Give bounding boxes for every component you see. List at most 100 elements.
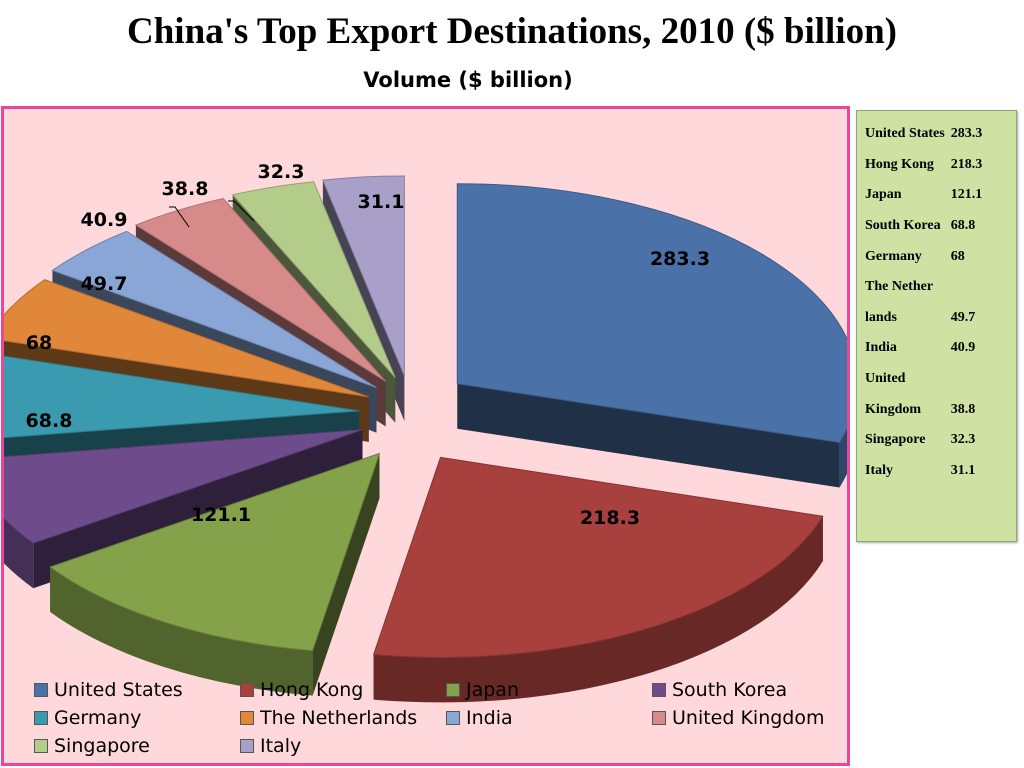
- leader-line: [228, 200, 255, 222]
- legend-item: Germany: [34, 705, 141, 731]
- pie-slice-united-states: [456, 183, 847, 488]
- legend-item: South Korea: [652, 677, 787, 703]
- pie-slice-top: [231, 181, 396, 378]
- legend-swatch: [652, 683, 666, 697]
- table-row: Hong Kong 218.3: [865, 150, 984, 181]
- chart-subtitle: Volume ($ billion): [363, 68, 573, 92]
- data-label: 121.1: [191, 504, 251, 526]
- data-label: 31.1: [358, 191, 405, 213]
- table-row: Italy 31.1: [865, 456, 984, 487]
- table-cell-label: Hong Kong: [865, 156, 934, 172]
- legend-swatch: [240, 739, 254, 753]
- pie-slice-top: [322, 175, 405, 377]
- data-label: 218.3: [580, 507, 640, 529]
- legend-swatch: [446, 711, 460, 725]
- legend-label: South Korea: [672, 679, 788, 701]
- pie-slice-top: [4, 279, 369, 398]
- pie-slice-wall: [312, 453, 380, 696]
- table-cell-label: Germany: [865, 248, 922, 264]
- table-cell-label: Italy: [865, 462, 893, 478]
- table-cell-value: [947, 272, 985, 303]
- table-cell-value: 32.3: [950, 432, 976, 448]
- pie-slice-rim: [4, 518, 34, 589]
- legend-swatch: [34, 739, 48, 753]
- pie-slice-top: [372, 456, 824, 658]
- table-row: Kingdom 38.8: [865, 394, 984, 425]
- data-label: 283.3: [650, 248, 710, 270]
- table-row: The Nether: [865, 272, 984, 303]
- pie-slice-top: [51, 230, 377, 389]
- legend-swatch: [446, 683, 460, 697]
- pie-slice-rim: [373, 516, 823, 703]
- legend-label: Japan: [466, 679, 519, 701]
- legend-item: Japan: [446, 677, 519, 703]
- page-title: China's Top Export Destinations, 2010 ($…: [127, 11, 897, 52]
- pie-slice-wall: [457, 383, 840, 488]
- table-cell-value: 68.8: [950, 218, 976, 234]
- legend-label: Singapore: [54, 735, 150, 757]
- pie-slice-top: [4, 355, 360, 439]
- legend-item: United States: [34, 677, 183, 703]
- pie-slice-top: [4, 429, 363, 544]
- table-row: Japan 121.1: [865, 180, 984, 211]
- table-cell-value: 38.8: [950, 401, 976, 417]
- legend-label: United States: [54, 679, 183, 701]
- data-label: 32.3: [258, 161, 305, 183]
- pie-chart: 283.3 218.3 121.1 68.8 68 49.7 40.9 38.8 32.3 31.…: [4, 161, 847, 703]
- table-cell-label: Singapore: [865, 432, 926, 448]
- data-label: 49.7: [81, 273, 128, 295]
- table-cell-label: South Korea: [865, 218, 941, 234]
- pie-slice-hong-kong: [372, 456, 824, 703]
- pie-slice-japan: [49, 452, 381, 696]
- legend-item: Hong Kong: [240, 677, 363, 703]
- legend-swatch: [240, 711, 254, 725]
- pie-slice-top: [456, 183, 847, 444]
- legend-label: India: [466, 707, 513, 729]
- table-row: Singapore 32.3: [865, 425, 984, 456]
- chart-frame: 283.3 218.3 121.1 68.8 68 49.7 40.9 38.8 32.3 31.…: [1, 106, 850, 766]
- table-cell-value: 40.9: [950, 340, 976, 356]
- table-row: United: [865, 364, 984, 395]
- legend-label: Germany: [54, 707, 142, 729]
- table-cell-value: 49.7: [950, 309, 976, 325]
- table-cell-value: 218.3: [950, 156, 983, 172]
- table-row: lands 49.7: [865, 303, 984, 334]
- table-row: Germany 68: [865, 241, 984, 272]
- leader-line: [169, 206, 190, 228]
- pie-slice-rim: [50, 566, 313, 696]
- table-cell-label: lands: [865, 309, 897, 325]
- data-label: 68: [26, 332, 52, 354]
- data-table: United States 283.3 Hong Kong 218.3 Japan 121…: [865, 119, 984, 486]
- table-cell-value: 283.3: [950, 126, 983, 142]
- table-cell-value: 68: [950, 248, 965, 264]
- table-cell-value: 121.1: [950, 187, 983, 203]
- pie-slice-top: [49, 452, 381, 652]
- legend-item: United Kingdom: [652, 705, 825, 731]
- table-row: South Korea 68.8: [865, 211, 984, 242]
- legend-swatch: [652, 711, 666, 725]
- data-label: 68.8: [26, 410, 73, 432]
- table-cell-label: United States: [865, 126, 945, 142]
- table-row: India 40.9: [865, 333, 984, 364]
- table-cell-label: Kingdom: [865, 401, 922, 417]
- legend-label: Hong Kong: [260, 679, 364, 701]
- legend-item: Italy: [240, 733, 301, 759]
- legend-swatch: [34, 711, 48, 725]
- legend-label: United Kingdom: [672, 707, 825, 729]
- pie-slice-rim: [839, 428, 847, 488]
- legend-item: Singapore: [34, 733, 150, 759]
- legend-swatch: [34, 683, 48, 697]
- legend-label: The Netherlands: [260, 707, 418, 729]
- legend-swatch: [240, 683, 254, 697]
- table-cell-label: India: [865, 340, 897, 356]
- table-cell-value: [947, 364, 985, 395]
- table-cell-value: 31.1: [950, 462, 976, 478]
- data-label: 40.9: [81, 209, 128, 231]
- legend-label: Italy: [260, 735, 302, 757]
- data-label: 38.8: [162, 178, 209, 200]
- legend-item: The Netherlands: [240, 705, 417, 731]
- table-cell-label: The Nether: [865, 279, 934, 295]
- legend-item: India: [446, 705, 513, 731]
- data-table-box: United States 283.3 Hong Kong 218.3 Japan 121…: [856, 110, 1017, 542]
- table-row: United States 283.3: [865, 119, 984, 150]
